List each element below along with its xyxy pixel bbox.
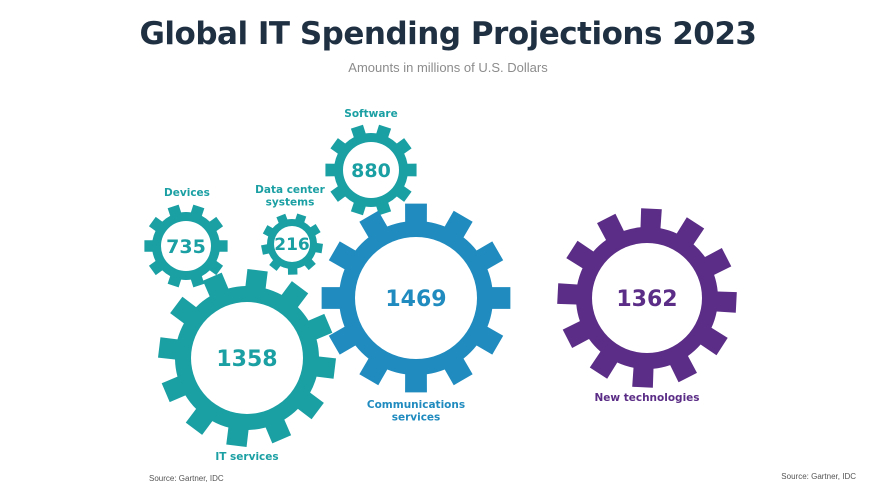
category-label-line: IT services <box>215 451 278 463</box>
category-label-line: Software <box>344 108 397 120</box>
category-label-data-center-systems: Data center systems <box>255 184 326 209</box>
source-note-left: Source: Gartner, IDC <box>149 474 224 483</box>
value-label-communications-services: 1469 <box>385 287 446 312</box>
value-label-devices: 735 <box>166 236 206 258</box>
category-label-it-services: IT services <box>215 451 278 463</box>
value-label-software: 880 <box>351 160 391 182</box>
category-label-line: New technologies <box>594 392 699 404</box>
page-title: Global IT Spending Projections 2023 <box>139 16 757 52</box>
gear-hole-it-services <box>191 302 303 414</box>
category-label-new-technologies: New technologies <box>594 392 699 404</box>
category-label-line: Communications <box>367 399 465 411</box>
gear-communications-services: 1469 Communications services <box>321 203 511 424</box>
category-label-software: Software <box>344 108 397 120</box>
category-label-devices: Devices <box>164 187 210 199</box>
gear-hole-new-technologies <box>592 243 702 353</box>
gear-hole-devices <box>161 221 211 271</box>
category-label-line: Devices <box>164 187 210 199</box>
category-label-line: systems <box>266 197 315 209</box>
value-label-it-services: 1358 <box>216 347 277 372</box>
value-label-data-center-systems: 216 <box>274 235 310 255</box>
category-label-line: services <box>392 412 441 424</box>
gear-data-center-systems: 216 Data center systems <box>255 184 326 275</box>
gear-it-services: 1358 IT services <box>158 269 336 463</box>
gear-software: 880 Software <box>325 108 417 216</box>
gear-hole-communications-services <box>355 237 477 359</box>
gear-devices: 735 Devices <box>144 187 228 288</box>
gear-new-technologies: 1362 New technologies <box>557 208 737 404</box>
category-label-line: Data center <box>255 184 326 196</box>
value-label-new-technologies: 1362 <box>616 287 677 312</box>
source-note-right: Source: Gartner, IDC <box>781 472 856 481</box>
page-subtitle: Amounts in millions of U.S. Dollars <box>348 60 548 75</box>
gear-hole-software <box>343 142 399 198</box>
gear-hole-data-center-systems <box>274 226 310 262</box>
category-label-communications-services: Communications services <box>367 399 465 424</box>
